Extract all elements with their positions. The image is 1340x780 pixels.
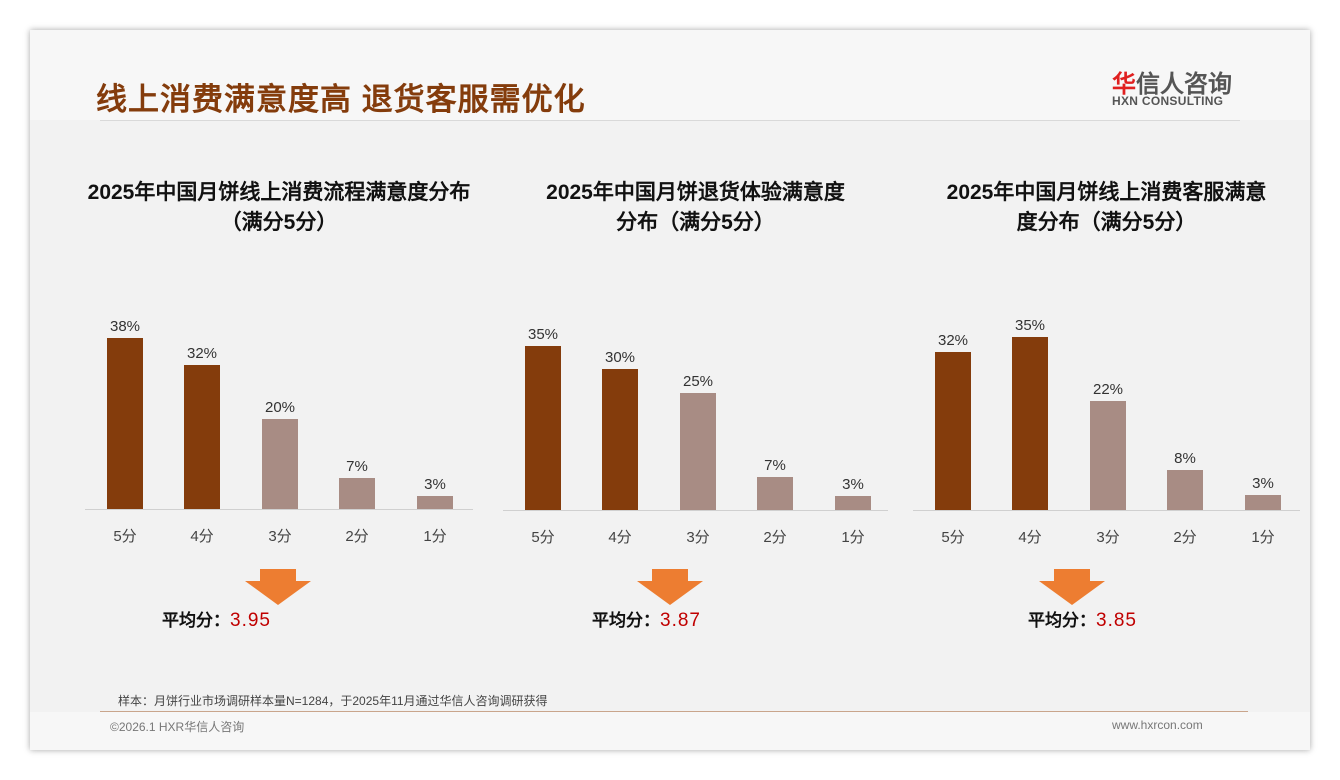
x-tick-label: 4分 <box>190 528 214 545</box>
data-label: 8% <box>1174 450 1196 468</box>
chart-title-line: 2025年中国月饼线上消费流程满意度分布 <box>87 181 471 204</box>
average-score: 平均分：3.95 <box>162 606 271 632</box>
x-tick-label: 1分 <box>841 529 865 546</box>
bar <box>184 365 220 509</box>
bar <box>262 419 298 509</box>
bar <box>1167 470 1203 510</box>
bar <box>339 477 375 509</box>
x-tick-label: 5分 <box>531 529 555 546</box>
chart-title: 2025年中国月饼线上消费流程满意度分布 （满分5分） <box>69 178 489 238</box>
chart-title: 2025年中国月饼退货体验满意度 分布（满分5分） <box>486 178 906 238</box>
logo-red: 华 <box>1112 71 1136 98</box>
x-tick-label: 2分 <box>1173 529 1197 546</box>
x-tick-label: 2分 <box>345 528 369 545</box>
arrow-down-icon <box>637 569 703 605</box>
x-axis <box>913 510 1300 511</box>
x-tick-label: 3分 <box>1096 529 1120 546</box>
data-label: 38% <box>109 318 141 335</box>
x-tick-label: 5分 <box>941 529 965 546</box>
average-label: 平均分： <box>162 611 230 630</box>
logo: 华信人咨询 <box>1112 64 1232 99</box>
data-label: 22% <box>1092 381 1124 399</box>
data-label: 3% <box>1252 475 1274 493</box>
footer-divider <box>100 711 1248 712</box>
divider <box>100 120 1240 121</box>
logo-en: HXN CONSULTING <box>1112 94 1224 108</box>
data-label: 3% <box>424 475 446 493</box>
x-tick-label: 3分 <box>268 528 292 545</box>
website: www.hxrcon.com <box>1112 718 1203 732</box>
arrow-down-icon <box>1039 569 1105 605</box>
logo-cn: 信人咨询 <box>1136 71 1232 98</box>
data-label: 3% <box>842 475 864 493</box>
chart-title: 2025年中国月饼线上消费客服满意 度分布（满分5分） <box>897 178 1317 238</box>
bar <box>107 338 143 509</box>
x-tick-label: 4分 <box>608 529 632 546</box>
x-tick-label: 3分 <box>686 529 710 546</box>
bar <box>680 392 716 510</box>
copyright: ©2026.1 HXR华信人咨询 <box>110 720 245 734</box>
x-tick-label: 2分 <box>763 529 787 546</box>
footer <box>30 712 1310 750</box>
chart-title-line: 度分布（满分5分） <box>1016 211 1197 234</box>
bar <box>835 495 871 510</box>
average-score: 平均分：3.87 <box>592 606 701 632</box>
sample-note: 样本：月饼行业市场调研样本量N=1284，于2025年11月通过华信人咨询调研获… <box>118 694 548 708</box>
bar <box>1245 495 1281 510</box>
average-value: 3.95 <box>230 610 271 631</box>
chart-title-line: 2025年中国月饼退货体验满意度 <box>546 181 845 204</box>
bar <box>935 351 971 510</box>
chart-title-line: 2025年中国月饼线上消费客服满意 <box>946 181 1267 204</box>
data-label: 32% <box>186 345 218 362</box>
bar <box>525 345 561 510</box>
x-tick-label: 1分 <box>1251 529 1275 546</box>
bar <box>1012 337 1048 510</box>
data-label: 35% <box>1014 317 1046 335</box>
x-axis <box>503 510 888 511</box>
data-label: 7% <box>764 457 786 475</box>
x-axis <box>85 509 473 510</box>
x-tick-label: 5分 <box>113 528 137 545</box>
bar <box>1090 401 1126 510</box>
data-label: 20% <box>264 399 296 416</box>
average-value: 3.87 <box>660 610 701 631</box>
data-label: 30% <box>604 349 636 366</box>
x-tick-label: 1分 <box>423 528 447 545</box>
header <box>30 30 1310 120</box>
bar <box>417 495 453 509</box>
data-label: 32% <box>937 331 969 349</box>
slide: 线上消费满意度高 退货客服需优化 华信人咨询 HXN CONSULTING 样本… <box>30 30 1310 750</box>
bar <box>602 369 638 510</box>
average-label: 平均分： <box>1028 611 1096 630</box>
average-value: 3.85 <box>1096 610 1137 631</box>
chart-title-line: （满分5分） <box>220 211 338 234</box>
average-score: 平均分：3.85 <box>1028 606 1137 632</box>
page-title: 线上消费满意度高 退货客服需优化 <box>96 82 586 117</box>
data-label: 7% <box>346 457 368 475</box>
average-label: 平均分： <box>592 611 660 630</box>
x-tick-label: 4分 <box>1018 529 1042 546</box>
chart-title-line: 分布（满分5分） <box>616 211 775 234</box>
arrow-down-icon <box>245 569 311 605</box>
data-label: 25% <box>682 372 714 390</box>
data-label: 35% <box>527 325 559 343</box>
bar <box>757 477 793 510</box>
